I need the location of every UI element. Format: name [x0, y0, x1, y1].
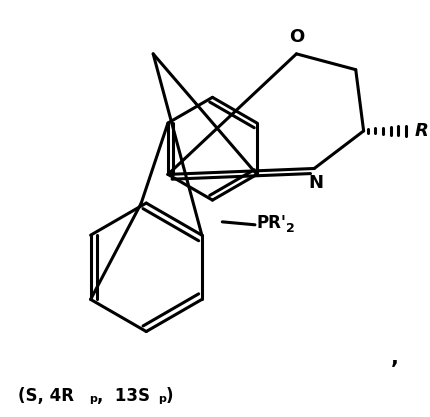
Text: p: p [89, 394, 97, 404]
Text: R: R [415, 122, 429, 140]
Text: ,  13S: , 13S [97, 387, 150, 405]
Text: O: O [289, 28, 304, 46]
Text: ): ) [166, 387, 174, 405]
Text: ,: , [391, 348, 399, 368]
Text: p: p [158, 394, 166, 404]
Text: 2: 2 [286, 222, 294, 235]
Text: N: N [309, 174, 324, 192]
Text: PR': PR' [257, 214, 287, 232]
Text: (S, 4R: (S, 4R [18, 387, 74, 405]
